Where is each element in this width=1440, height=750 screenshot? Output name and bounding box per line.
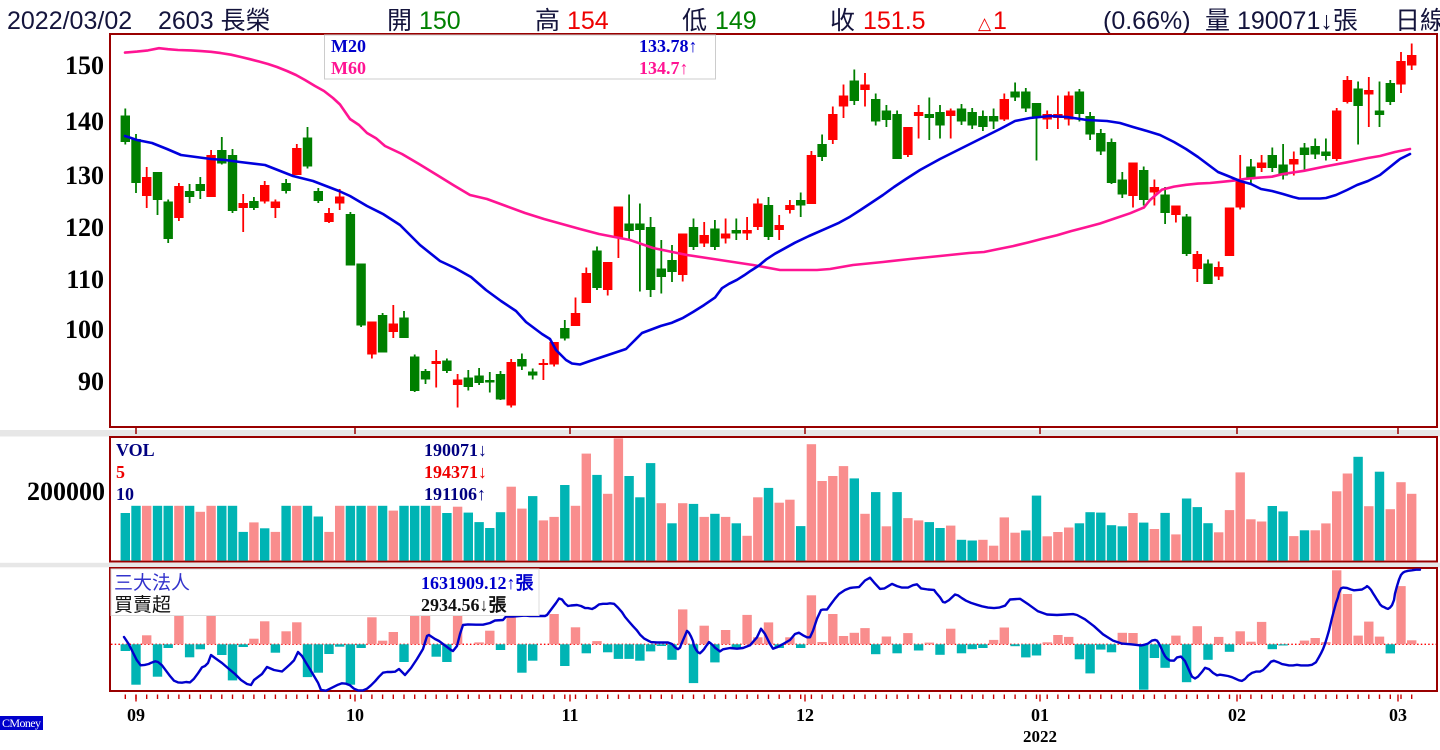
svg-text:1631909.12↑張: 1631909.12↑張 xyxy=(421,573,535,593)
svg-text:M20: M20 xyxy=(331,36,366,56)
svg-text:110: 110 xyxy=(66,265,104,294)
svg-text:01: 01 xyxy=(1031,705,1049,725)
svg-text:2603 長榮: 2603 長榮 xyxy=(158,7,271,35)
svg-text:02: 02 xyxy=(1228,705,1246,725)
svg-text:CMoney: CMoney xyxy=(2,716,41,730)
svg-text:三大法人: 三大法人 xyxy=(114,572,190,594)
svg-text:194371↓: 194371↓ xyxy=(424,462,487,482)
svg-text:03: 03 xyxy=(1389,705,1407,725)
svg-text:150: 150 xyxy=(419,7,461,35)
svg-text:12: 12 xyxy=(796,705,814,725)
svg-text:11: 11 xyxy=(561,705,578,725)
svg-text:151.5: 151.5 xyxy=(863,7,926,35)
svg-text:154: 154 xyxy=(567,7,609,35)
svg-text:收: 收 xyxy=(830,7,855,35)
svg-text:2022: 2022 xyxy=(1023,727,1057,746)
svg-text:高: 高 xyxy=(535,7,560,35)
svg-text:1: 1 xyxy=(993,7,1007,35)
svg-text:2022/03/02: 2022/03/02 xyxy=(7,7,132,35)
svg-text:量 190071↓張: 量 190071↓張 xyxy=(1205,7,1358,35)
svg-text:5: 5 xyxy=(116,462,125,482)
svg-text:191106↑: 191106↑ xyxy=(424,484,486,504)
svg-text:2934.56↓張: 2934.56↓張 xyxy=(421,595,508,615)
svg-text:M60: M60 xyxy=(331,58,366,78)
svg-text:149: 149 xyxy=(715,7,757,35)
svg-text:10: 10 xyxy=(116,484,134,504)
svg-text:10: 10 xyxy=(346,705,364,725)
svg-text:133.78↑: 133.78↑ xyxy=(639,36,698,56)
svg-text:200000: 200000 xyxy=(27,477,105,506)
svg-text:(0.66%): (0.66%) xyxy=(1103,7,1191,35)
svg-text:140: 140 xyxy=(65,107,104,136)
svg-text:150: 150 xyxy=(65,51,104,80)
svg-text:買賣超: 買賣超 xyxy=(114,594,171,616)
svg-text:190071↓: 190071↓ xyxy=(424,440,487,460)
svg-text:120: 120 xyxy=(65,213,104,242)
svg-text:130: 130 xyxy=(65,161,104,190)
svg-text:134.7↑: 134.7↑ xyxy=(639,58,689,78)
svg-text:100: 100 xyxy=(65,315,104,344)
svg-text:VOL: VOL xyxy=(116,440,155,460)
svg-text:90: 90 xyxy=(78,367,104,396)
svg-text:△: △ xyxy=(978,14,992,33)
svg-text:09: 09 xyxy=(127,705,145,725)
svg-text:低: 低 xyxy=(682,7,707,35)
svg-text:開: 開 xyxy=(387,7,412,35)
svg-text:日線: 日線 xyxy=(1395,7,1440,35)
